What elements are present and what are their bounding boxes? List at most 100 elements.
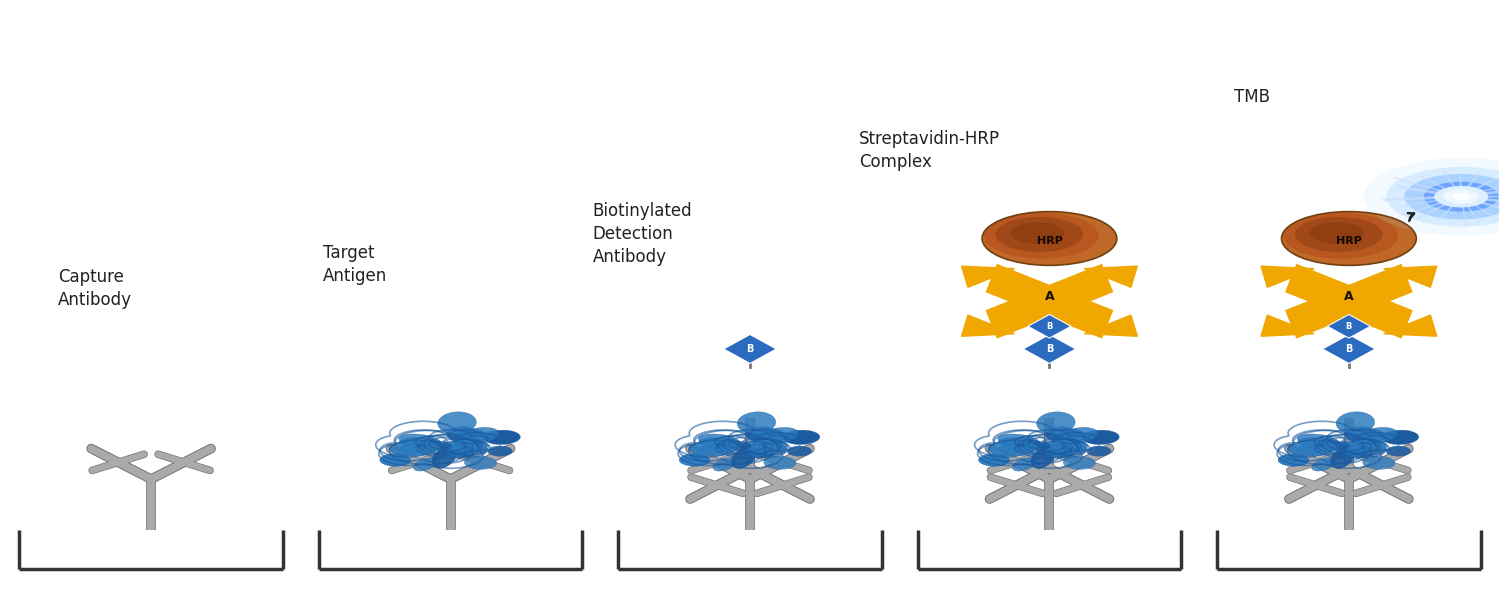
Ellipse shape [1278,454,1310,466]
Ellipse shape [1298,445,1323,454]
Ellipse shape [732,447,756,468]
Text: TMB: TMB [1233,88,1269,106]
Ellipse shape [1356,427,1396,445]
Circle shape [1424,182,1498,212]
Ellipse shape [447,427,477,440]
Ellipse shape [1382,430,1419,445]
Ellipse shape [399,445,424,454]
Ellipse shape [1287,440,1336,456]
Polygon shape [1384,266,1437,287]
Polygon shape [1023,335,1076,364]
Circle shape [1452,193,1470,200]
Text: B: B [1346,322,1352,331]
Ellipse shape [399,437,444,449]
Ellipse shape [764,456,796,469]
Ellipse shape [758,427,798,445]
Ellipse shape [1030,447,1054,468]
Ellipse shape [432,447,456,468]
Ellipse shape [450,429,486,444]
Ellipse shape [999,437,1042,449]
Ellipse shape [1340,440,1386,452]
Ellipse shape [744,445,774,457]
Polygon shape [962,266,1014,287]
Circle shape [1364,158,1500,236]
Polygon shape [1262,315,1314,336]
Circle shape [996,217,1083,252]
Ellipse shape [380,454,411,466]
Ellipse shape [699,437,742,449]
Ellipse shape [1040,440,1086,452]
Circle shape [1443,190,1479,204]
Ellipse shape [1386,446,1410,456]
Polygon shape [962,315,1014,336]
Ellipse shape [448,442,488,458]
Ellipse shape [1342,445,1372,457]
Text: Capture
Antibody: Capture Antibody [58,268,132,308]
Ellipse shape [1082,430,1119,445]
Polygon shape [1328,314,1371,338]
Text: HRP: HRP [1036,236,1062,247]
Ellipse shape [748,429,786,444]
Polygon shape [1028,314,1071,338]
Circle shape [1284,213,1398,259]
Text: HRP: HRP [1336,236,1362,247]
Ellipse shape [999,445,1023,454]
Ellipse shape [488,446,512,456]
Ellipse shape [1362,456,1395,469]
Circle shape [1294,217,1383,252]
Ellipse shape [1048,442,1086,458]
Ellipse shape [458,427,498,445]
Polygon shape [723,335,777,364]
Ellipse shape [699,434,740,448]
Ellipse shape [399,434,441,448]
Text: Target
Antigen: Target Antigen [324,244,387,284]
Ellipse shape [1064,456,1095,469]
Ellipse shape [1056,427,1098,445]
Ellipse shape [441,440,488,452]
Ellipse shape [1316,440,1350,451]
Text: B: B [1046,344,1053,354]
Text: Streptavidin-HRP
Complex: Streptavidin-HRP Complex [859,130,1000,171]
Circle shape [1404,174,1500,220]
Ellipse shape [1042,445,1074,457]
Ellipse shape [1086,446,1112,456]
Ellipse shape [1346,427,1376,440]
Ellipse shape [746,427,776,440]
Circle shape [1011,223,1065,244]
Ellipse shape [699,445,724,454]
Ellipse shape [1036,412,1076,434]
Ellipse shape [414,458,436,471]
Ellipse shape [444,445,474,457]
Ellipse shape [783,430,819,445]
Ellipse shape [740,440,788,452]
Ellipse shape [1298,434,1340,448]
Ellipse shape [483,430,520,445]
Text: A: A [1044,290,1054,303]
Text: B: B [1346,344,1353,354]
Ellipse shape [712,458,736,471]
Ellipse shape [1347,442,1386,458]
Ellipse shape [1348,429,1384,444]
Ellipse shape [465,456,496,469]
Ellipse shape [788,446,812,456]
Polygon shape [1262,266,1314,287]
Text: A: A [1344,290,1353,303]
Polygon shape [1323,335,1376,364]
Ellipse shape [438,412,477,434]
Circle shape [1434,186,1488,208]
Ellipse shape [1046,427,1076,440]
Ellipse shape [417,440,452,451]
Ellipse shape [688,440,738,456]
Circle shape [1281,212,1416,265]
Circle shape [984,213,1098,259]
Ellipse shape [1330,447,1354,468]
Ellipse shape [388,440,438,456]
Text: B: B [747,344,753,354]
Ellipse shape [738,412,776,434]
Polygon shape [1384,315,1437,336]
Ellipse shape [1311,458,1335,471]
Ellipse shape [988,440,1036,456]
Text: Biotinylated
Detection
Antibody: Biotinylated Detection Antibody [592,202,693,266]
Ellipse shape [748,442,788,458]
Ellipse shape [1013,458,1035,471]
